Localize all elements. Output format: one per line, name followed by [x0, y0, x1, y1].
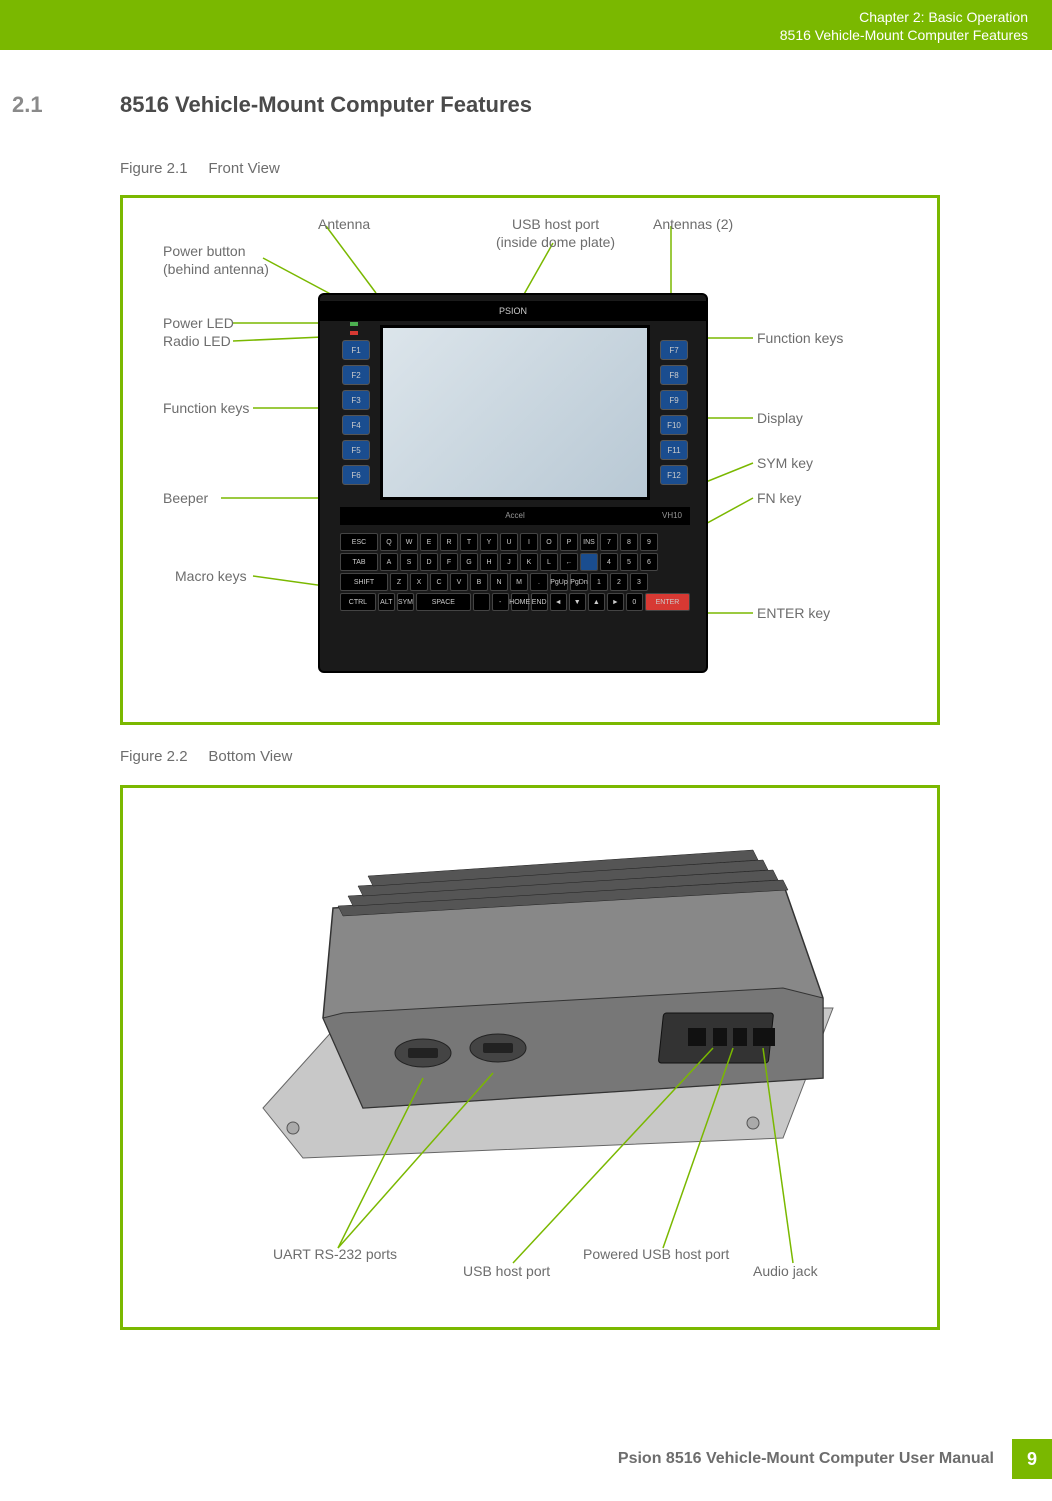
callout-power-button: Power button (behind antenna): [163, 243, 269, 278]
callout-radio-led: Radio LED: [163, 333, 231, 349]
callout-fkeys-left: Function keys: [163, 400, 249, 416]
fkey-f2: F2: [342, 365, 370, 385]
fkey-f4: F4: [342, 415, 370, 435]
fkey-f10: F10: [660, 415, 688, 435]
fkey-f12: F12: [660, 465, 688, 485]
callout-usb-host-top: USB host port (inside dome plate): [496, 216, 615, 251]
fkey-f9: F9: [660, 390, 688, 410]
fig1-text: Front View: [208, 160, 279, 177]
krow3: SHIFT Z X C V B N M . PgUp PgDn 1 2 3: [340, 573, 690, 591]
figure2-svg: [123, 788, 937, 1327]
fkey-f1: F1: [342, 340, 370, 360]
fkey-f11: F11: [660, 440, 688, 460]
header-chapter: Chapter 2: Basic Operation: [0, 8, 1028, 26]
krow2: TAB A S D F G H J K L ← 4 5 6: [340, 553, 690, 571]
callout-antenna: Antenna: [318, 216, 370, 232]
page-number: 9: [1012, 1439, 1052, 1479]
callout-usb: USB host port: [463, 1263, 550, 1279]
page-header: Chapter 2: Basic Operation 8516 Vehicle-…: [0, 0, 1052, 50]
page: Chapter 2: Basic Operation 8516 Vehicle-…: [0, 0, 1052, 1501]
radio-led-icon: [350, 331, 358, 335]
callout-power-led: Power LED: [163, 315, 234, 331]
callout-uart: UART RS-232 ports: [273, 1246, 397, 1262]
figure1-caption: Figure 2.1 Front View: [120, 160, 280, 177]
callout-display: Display: [757, 410, 803, 426]
fkey-f6: F6: [342, 465, 370, 485]
krow1: ESC Q W E R T Y U I O P INS 7 8 9: [340, 533, 690, 551]
header-subtitle: 8516 Vehicle-Mount Computer Features: [0, 26, 1028, 44]
callout-fkeys-right: Function keys: [757, 330, 843, 346]
callout-powered-usb: Powered USB host port: [583, 1246, 729, 1262]
section-title: 8516 Vehicle-Mount Computer Features: [120, 92, 532, 118]
footer-text: Psion 8516 Vehicle-Mount Computer User M…: [618, 1450, 1012, 1468]
device-brand: PSION: [320, 301, 706, 321]
section-number: 2.1: [12, 92, 43, 118]
fkey-f3: F3: [342, 390, 370, 410]
fkey-f5: F5: [342, 440, 370, 460]
fig2-text: Bottom View: [208, 748, 292, 765]
fkey-f8: F8: [660, 365, 688, 385]
figure1-box: Antenna Power button (behind antenna) US…: [120, 195, 940, 725]
device-screen: [380, 325, 650, 500]
device-front: PSION F1 F2 F3 F4 F5 F6 F7 F8 F9 F10 F11…: [318, 293, 708, 673]
fig1-num: Figure 2.1: [120, 160, 188, 177]
device-keyboard: ESC Q W E R T Y U I O P INS 7 8 9: [340, 533, 690, 613]
power-led-icon: [350, 322, 358, 326]
page-footer: Psion 8516 Vehicle-Mount Computer User M…: [618, 1439, 1052, 1479]
accel-strip: Accel VH10: [340, 507, 690, 525]
figure2-box: UART RS-232 ports USB host port Powered …: [120, 785, 940, 1330]
callout-sym: SYM key: [757, 455, 813, 471]
callout-antennas2: Antennas (2): [653, 216, 733, 232]
callout-enter: ENTER key: [757, 605, 830, 621]
krow4: CTRL ALT SYM SPACE - HOME END ◄ ▼ ▲ ► 0 …: [340, 593, 690, 611]
callout-audio: Audio jack: [753, 1263, 818, 1279]
fkey-f7: F7: [660, 340, 688, 360]
callout-beeper: Beeper: [163, 490, 208, 506]
fig2-num: Figure 2.2: [120, 748, 188, 765]
callout-macro: Macro keys: [175, 568, 247, 584]
callout-fn: FN key: [757, 490, 801, 506]
figure2-caption: Figure 2.2 Bottom View: [120, 748, 292, 765]
